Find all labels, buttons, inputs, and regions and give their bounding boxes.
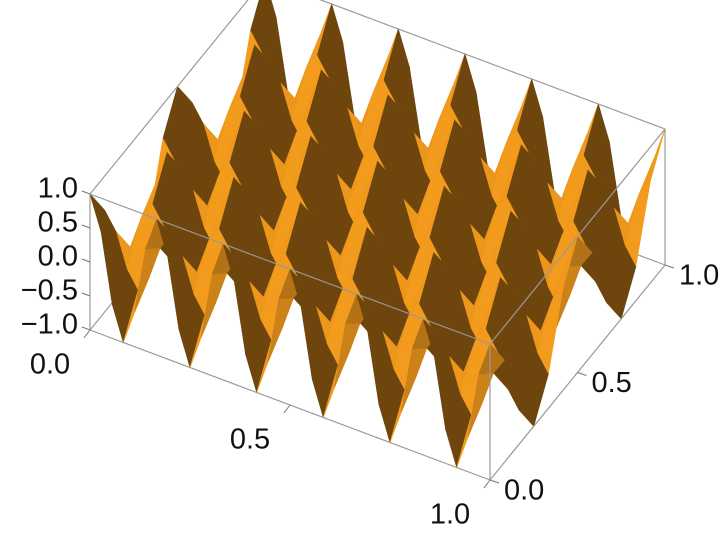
z-tick <box>81 224 91 229</box>
y-tick-label: 0.0 <box>504 475 544 507</box>
y-tick <box>577 372 587 376</box>
y-tick <box>664 264 675 269</box>
surface-patch <box>478 343 505 375</box>
z-tick <box>81 258 91 263</box>
x-tick-label: 0.0 <box>30 349 70 381</box>
box-edge <box>489 128 666 345</box>
surface-patch <box>639 128 666 194</box>
y-tick <box>489 479 500 484</box>
x-tick-label: 0.5 <box>230 424 270 456</box>
z-tick-label: −0.5 <box>21 275 78 307</box>
y-tick-label: 1.0 <box>679 260 719 292</box>
z-tick-label: 1.0 <box>38 173 78 205</box>
x-tick <box>83 329 91 339</box>
x-tick <box>483 479 491 489</box>
surface-patch <box>89 193 117 233</box>
x-tick-label: 1.0 <box>430 499 470 531</box>
z-tick-label: 0.5 <box>38 207 78 239</box>
box-edge <box>89 0 249 195</box>
z-tick <box>81 190 91 195</box>
z-tick-label: −1.0 <box>21 309 78 341</box>
z-tick-label: 0.0 <box>38 241 78 273</box>
x-tick <box>283 404 291 414</box>
z-tick <box>81 292 91 297</box>
box-edge <box>89 193 491 345</box>
box-edge <box>319 0 666 130</box>
y-tick-label: 0.5 <box>592 367 632 399</box>
z-tick <box>81 326 91 331</box>
